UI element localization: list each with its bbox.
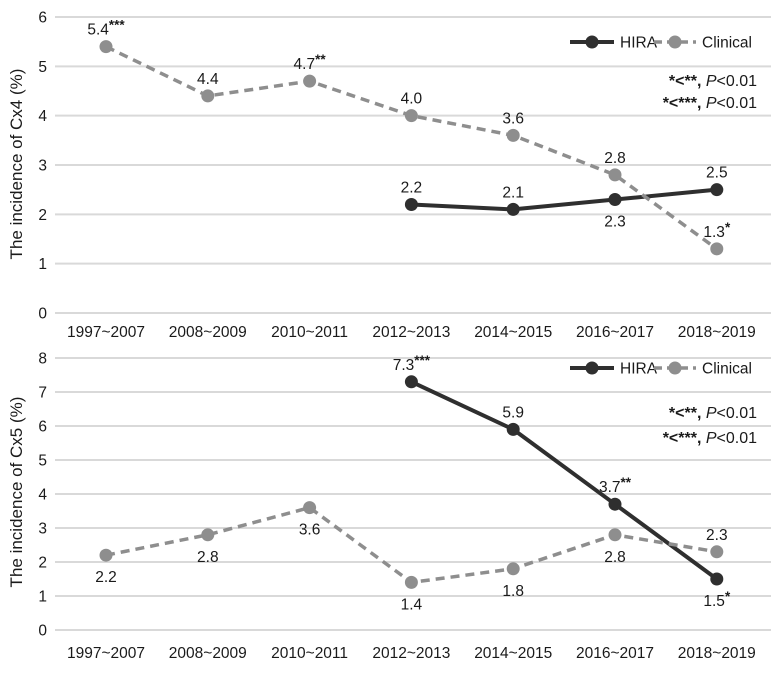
hira-data-point <box>404 375 418 389</box>
series-line-hira <box>410 379 718 581</box>
clinical-data-point <box>303 74 317 88</box>
hira-data-point <box>608 193 622 207</box>
clinical-data-point <box>506 562 520 576</box>
y-tick-label: 3 <box>38 158 47 175</box>
y-tick-label: 7 <box>38 385 47 402</box>
data-label: 1.8 <box>502 583 524 600</box>
x-tick-label: 2008~2009 <box>169 645 247 662</box>
data-label: 1.4 <box>401 596 423 613</box>
clinical-data-point <box>99 548 113 562</box>
x-tick-label: 2014~2015 <box>474 324 552 340</box>
data-label: 3.6 <box>299 522 321 539</box>
data-label: 1.5* <box>703 589 731 610</box>
clinical-data-point <box>710 545 724 559</box>
data-label: 2.1 <box>502 184 524 201</box>
significance-note: *<**, P<0.01 <box>669 405 757 422</box>
data-label: 5.4*** <box>87 18 125 39</box>
series-line-clinical <box>105 505 718 585</box>
significance-note: *<***, P<0.01 <box>663 430 757 447</box>
y-tick-label: 5 <box>38 453 47 470</box>
y-tick-label: 8 <box>38 351 47 368</box>
data-label: 2.2 <box>401 179 423 196</box>
hira-data-point <box>506 422 520 436</box>
x-tick-label: 2016~2017 <box>576 645 654 662</box>
x-tick-label: 1997~2007 <box>67 324 145 340</box>
y-tick-label: 1 <box>38 589 47 606</box>
clinical-data-point <box>404 109 418 123</box>
x-tick-label: 2012~2013 <box>372 324 450 340</box>
y-tick-label: 4 <box>38 487 47 504</box>
legend-marker-hira <box>585 361 599 375</box>
x-tick-label: 2016~2017 <box>576 324 654 340</box>
x-tick-label: 2012~2013 <box>372 645 450 662</box>
clinical-data-point <box>608 168 622 182</box>
legend-marker-clinical <box>668 361 682 375</box>
data-label: 2.3 <box>604 214 626 231</box>
hira-data-point <box>710 572 724 586</box>
data-label: 5.9 <box>502 404 524 421</box>
clinical-data-point <box>506 128 520 142</box>
y-tick-label: 4 <box>38 108 47 125</box>
y-tick-label: 1 <box>38 256 47 273</box>
hira-data-point <box>404 197 418 211</box>
data-label: 2.8 <box>604 549 626 566</box>
data-label: 7.3*** <box>393 353 431 374</box>
y-tick-label: 3 <box>38 521 47 538</box>
y-tick-label: 2 <box>38 555 47 572</box>
y-tick-label: 6 <box>38 10 47 27</box>
x-tick-label: 2008~2009 <box>169 324 247 340</box>
clinical-data-point <box>608 528 622 542</box>
legend-label-hira: HIRA <box>620 35 658 52</box>
significance-note: *<**, P<0.01 <box>669 73 757 90</box>
hira-data-point <box>608 497 622 511</box>
clinical-data-point <box>404 575 418 589</box>
cx5-line-chart: 0 1 2 3 4 5 6 7 8 1997~2007 2008~2009 2010~2011 2012… <box>38 351 771 662</box>
x-tick-label: 2014~2015 <box>474 645 552 662</box>
legend-label-clinical: Clinical <box>702 361 752 378</box>
data-label: 2.2 <box>95 569 117 586</box>
x-tick-label: 2018~2019 <box>678 645 756 662</box>
y-tick-label: 2 <box>38 207 47 224</box>
x-tick-label: 2018~2019 <box>678 324 756 340</box>
clinical-data-point <box>303 501 317 515</box>
y-tick-label: 0 <box>38 623 47 640</box>
legend-label-clinical: Clinical <box>702 35 752 52</box>
hira-data-point <box>506 202 520 216</box>
legend-marker-hira <box>585 35 599 49</box>
data-label: 2.8 <box>197 549 219 566</box>
x-tick-label: 2010~2011 <box>271 645 348 662</box>
data-label: 3.7** <box>599 475 632 496</box>
data-label: 4.7** <box>294 52 327 73</box>
y-tick-label: 5 <box>38 59 47 76</box>
data-label: 4.4 <box>197 71 219 88</box>
clinical-data-point <box>201 528 215 542</box>
cx4-line-chart: 0 1 2 3 4 5 6 1997~2007 2008~2009 2010~2011 2012~2… <box>38 10 771 340</box>
data-label: 1.3* <box>703 220 731 241</box>
clinical-data-point <box>201 89 215 103</box>
legend-label-hira: HIRA <box>620 361 658 378</box>
data-label: 2.5 <box>706 165 728 182</box>
x-tick-label: 1997~2007 <box>67 645 145 662</box>
data-label: 2.8 <box>604 150 626 167</box>
hira-data-point <box>710 183 724 197</box>
legend-marker-clinical <box>668 35 682 49</box>
data-label: 2.3 <box>706 527 728 544</box>
clinical-data-point <box>99 40 113 54</box>
data-label: 4.0 <box>401 91 423 108</box>
y-tick-label: 6 <box>38 419 47 436</box>
series-line-hira <box>411 187 717 212</box>
significance-note: *<***, P<0.01 <box>663 95 757 112</box>
clinical-data-point <box>710 242 724 256</box>
data-label: 3.6 <box>502 110 524 127</box>
x-tick-label: 2010~2011 <box>271 324 348 340</box>
y-tick-label: 0 <box>38 306 47 323</box>
